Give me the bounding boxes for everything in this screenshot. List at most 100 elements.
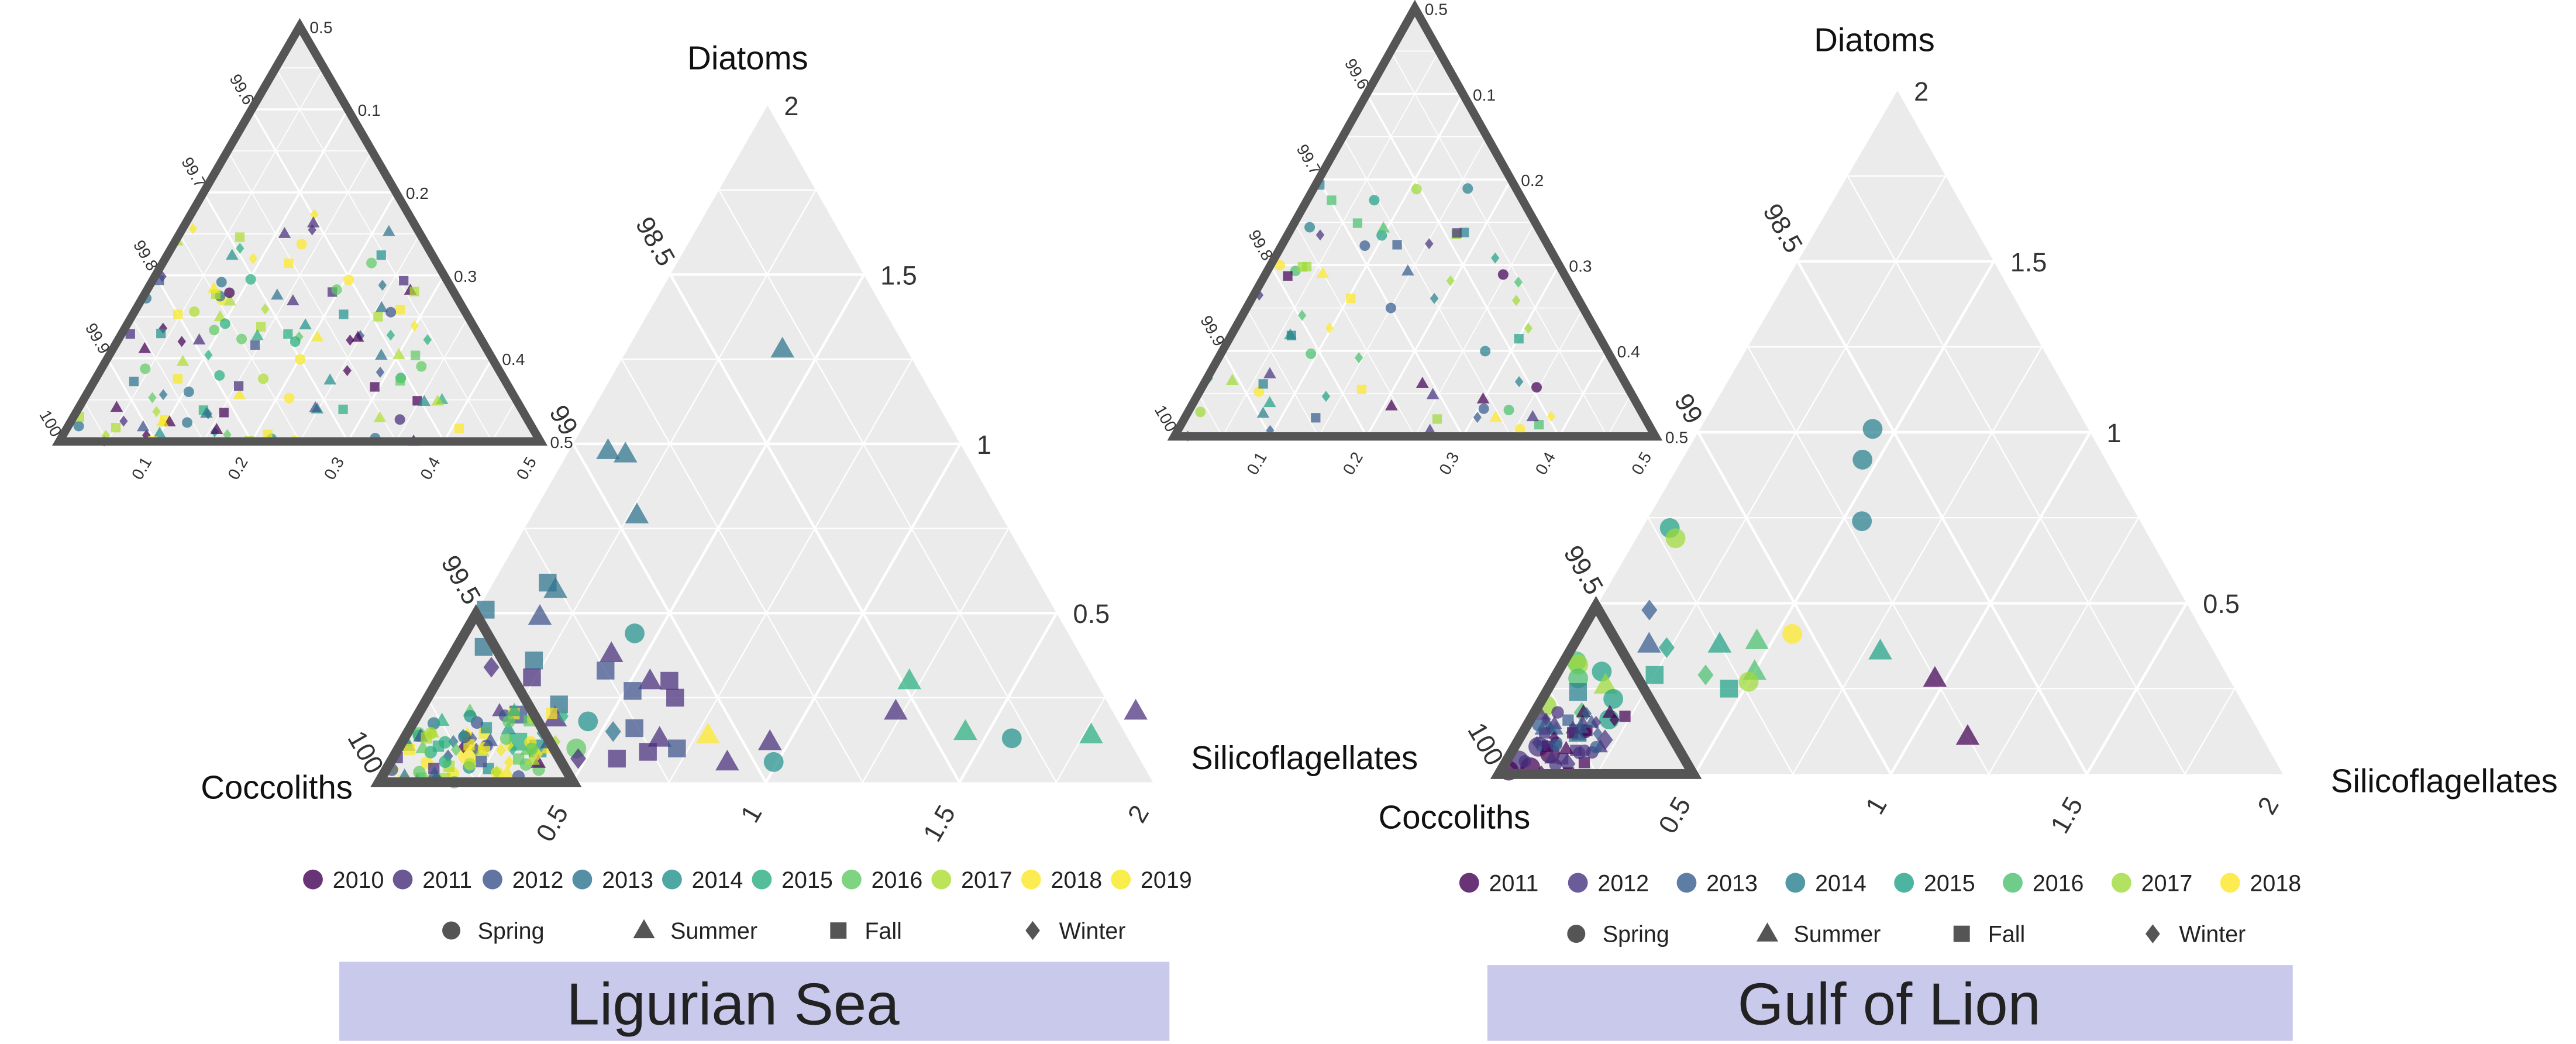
data-point (411, 350, 421, 360)
tick-label: 1.5 (2010, 247, 2047, 277)
inset-gridline (1269, 264, 1368, 437)
data-point (213, 310, 227, 322)
data-point (378, 280, 387, 291)
legend-season-symbol (1567, 925, 1586, 943)
inset-gridline (1390, 50, 1608, 437)
data-point (1459, 228, 1469, 237)
legend-year-label: 2011 (1489, 870, 1539, 896)
tick-label: 1 (2107, 418, 2122, 448)
data-point (483, 657, 500, 678)
data-point (1478, 403, 1489, 414)
data-point (1862, 419, 1883, 439)
tick-label: 99.5 (1558, 540, 1609, 599)
legend-year-symbol (1111, 869, 1131, 890)
legend-season-label: Spring (478, 918, 545, 944)
data-point (1306, 348, 1317, 359)
data-point (245, 274, 256, 285)
data-point (421, 732, 432, 744)
zoom-region-frame (370, 604, 582, 788)
data-point (884, 698, 908, 720)
data-point (1490, 252, 1500, 264)
data-point (1311, 413, 1321, 423)
legend-year-label: 2018 (1051, 867, 1103, 893)
data-point (1416, 377, 1429, 388)
data-point (1532, 718, 1545, 732)
data-point (427, 717, 440, 730)
legend-year-label: 2017 (961, 867, 1013, 893)
data-point (1637, 632, 1661, 653)
data-point (1551, 706, 1564, 719)
tick-label: 2 (784, 91, 798, 121)
data-point (209, 325, 220, 336)
legend-season-label: Spring (1603, 922, 1669, 947)
data-point (1258, 379, 1268, 389)
data-point (1226, 374, 1239, 385)
tick-label: 98.5 (630, 212, 681, 271)
data-point (1558, 740, 1574, 754)
inset-gridline (395, 316, 469, 442)
data-point (471, 742, 481, 756)
data-point (1593, 673, 1618, 694)
data-point (1346, 293, 1356, 304)
data-point (1571, 727, 1586, 740)
gridline (524, 528, 670, 783)
inset-gridline (1246, 308, 1320, 437)
data-point (543, 577, 567, 598)
data-point (608, 749, 626, 768)
legend-year-symbol (841, 869, 862, 890)
gridline (1747, 346, 1990, 775)
legend-season-symbol (633, 919, 655, 939)
data-point (1263, 367, 1276, 378)
inset-tick-label: 0.4 (502, 350, 525, 368)
data-point (605, 721, 621, 742)
data-point (233, 388, 246, 399)
data-point (1369, 195, 1380, 206)
data-point (173, 309, 183, 319)
axis-label-coccoliths: Coccoliths (1379, 798, 1531, 835)
data-point (404, 743, 415, 756)
data-point (394, 414, 405, 425)
data-point (1316, 267, 1330, 278)
data-point (392, 348, 405, 360)
tick-label: 1.5 (917, 800, 961, 847)
zoom-region-frame (1490, 595, 1702, 779)
data-point (696, 722, 720, 743)
gridline (862, 528, 1010, 783)
data-point (1562, 714, 1574, 726)
data-point (136, 420, 150, 432)
data-point (219, 408, 229, 418)
inset-tick-label: 0.3 (454, 267, 477, 285)
legend-year-label: 2011 (422, 867, 472, 893)
data-point (480, 722, 493, 733)
tick-label: 0.5 (1652, 792, 1696, 839)
inset-gridline (1342, 136, 1512, 437)
inset-gridline (1366, 93, 1561, 437)
data-point (373, 411, 387, 422)
data-point (1738, 671, 1759, 692)
axis-label-silicoflagellates: Silicoflagellates (2331, 762, 2558, 799)
data-point (284, 392, 295, 404)
inset-gridline (227, 150, 397, 442)
data-point (1352, 218, 1363, 228)
data-point (1868, 639, 1892, 660)
data-point (1549, 759, 1562, 771)
data-point (376, 250, 386, 260)
data-point (338, 404, 348, 415)
legend-year-label: 2018 (2250, 870, 2302, 896)
inset-tick-label: 0.5 (513, 454, 540, 483)
gridline (1055, 697, 1106, 783)
data-point (399, 275, 409, 286)
axis-label-diatoms: Diatoms (687, 39, 808, 76)
inset-gridline (1198, 393, 1223, 437)
inset-tick-label: 0.1 (1243, 449, 1270, 478)
data-point (331, 284, 342, 295)
data-point (1609, 713, 1620, 727)
data-point (249, 253, 257, 264)
data-point (263, 429, 273, 439)
gridline (1697, 432, 1892, 775)
data-point (366, 257, 377, 268)
data-point (1392, 240, 1402, 250)
data-point (1955, 724, 1980, 745)
gridline (621, 359, 863, 783)
